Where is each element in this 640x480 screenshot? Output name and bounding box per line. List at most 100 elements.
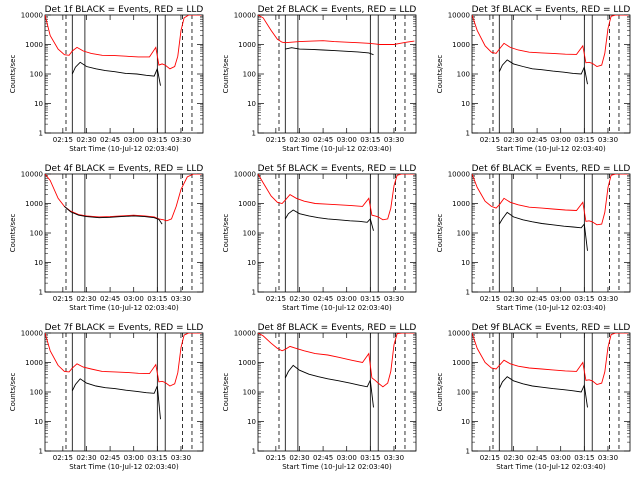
series-lld-red [472, 333, 629, 385]
panel-1: Det 1f BLACK = Events, RED = LLD 1 10 100 10… [9, 5, 203, 153]
y-tick-label: 10000 [21, 171, 43, 179]
series-events-black [498, 376, 588, 408]
y-tick-label: 10000 [21, 330, 43, 338]
series-group [472, 333, 629, 408]
y-tick-label: 10000 [234, 171, 256, 179]
panel-3: Det 3f BLACK = Events, RED = LLD 1 10 100 10… [436, 5, 630, 153]
x-tick-label: 03:00 [124, 454, 144, 462]
y-axis-label: Counts/sec [9, 55, 17, 94]
y-tick-label: 1000 [452, 200, 470, 208]
x-tick-label: 03:30 [171, 295, 191, 303]
x-axis-label: Start Time (10-Jul-12 02:03:40) [282, 304, 392, 312]
y-tick-label: 100 [457, 389, 470, 397]
y-tick-label: 1000 [238, 359, 256, 367]
y-tick-label: 1000 [238, 41, 256, 49]
x-tick-label: 02:30 [503, 136, 523, 144]
panel-2: Det 2f BLACK = Events, RED = LLD 1 10 100 10… [222, 5, 416, 153]
x-tick-label: 03:00 [337, 454, 357, 462]
series-events-black [498, 59, 588, 85]
y-axis-label: Counts/sec [222, 214, 230, 253]
x-axis-label: Start Time (10-Jul-12 02:03:40) [69, 304, 179, 312]
y-tick-label: 10 [247, 418, 256, 426]
plot-frame [471, 14, 631, 134]
series-lld-red [258, 15, 415, 45]
series-lld-red [45, 333, 202, 387]
x-tick-label: 03:30 [171, 136, 191, 144]
y-tick-label: 100 [243, 389, 256, 397]
series-lld-red [45, 174, 202, 222]
x-tick-label: 02:30 [289, 454, 309, 462]
x-tick-label: 03:15 [574, 136, 594, 144]
y-axis-label: Counts/sec [222, 55, 230, 94]
panel-6: Det 6f BLACK = Events, RED = LLD 1 10 100 10… [436, 164, 630, 312]
y-tick-label: 1000 [25, 359, 43, 367]
series-group [472, 174, 629, 251]
y-tick-label: 100 [457, 230, 470, 238]
x-tick-label: 02:30 [76, 454, 96, 462]
x-tick-label: 03:15 [147, 295, 167, 303]
x-tick-label: 03:30 [598, 454, 618, 462]
x-tick-label: 02:45 [313, 454, 333, 462]
x-tick-label: 03:30 [598, 136, 618, 144]
x-tick-label: 03:15 [574, 295, 594, 303]
x-tick-label: 03:30 [598, 295, 618, 303]
x-tick-label: 02:45 [100, 295, 120, 303]
panel-title: Det 3f BLACK = Events, RED = LLD [472, 5, 631, 15]
y-tick-label: 10 [461, 100, 470, 108]
x-tick-label: 02:45 [100, 454, 120, 462]
x-tick-label: 02:30 [503, 295, 523, 303]
x-tick-label: 03:30 [171, 454, 191, 462]
y-tick-label: 10 [34, 100, 43, 108]
x-tick-label: 02:15 [480, 295, 500, 303]
panel-title: Det 7f BLACK = Events, RED = LLD [45, 323, 204, 333]
series-events-black [284, 209, 374, 231]
series-lld-red [45, 15, 202, 70]
series-group [45, 333, 202, 420]
x-tick-label: 03:00 [124, 295, 144, 303]
y-tick-label: 10000 [448, 330, 470, 338]
y-tick-label: 10 [247, 259, 256, 267]
panel-9: Det 9f BLACK = Events, RED = LLD 1 10 100 10… [436, 323, 630, 471]
x-tick-label: 03:00 [337, 136, 357, 144]
series-events-black [71, 61, 161, 86]
series-group [45, 174, 202, 225]
y-tick-label: 100 [243, 71, 256, 79]
y-tick-label: 100 [243, 230, 256, 238]
series-lld-red [472, 15, 629, 67]
panel-title: Det 9f BLACK = Events, RED = LLD [472, 323, 631, 333]
series-lld-red [472, 174, 629, 226]
series-lld-red [258, 174, 415, 221]
x-tick-label: 02:30 [289, 136, 309, 144]
series-group [258, 333, 415, 408]
y-tick-label: 1 [466, 289, 470, 297]
x-axis-label: Start Time (10-Jul-12 02:03:40) [282, 463, 392, 471]
panel-title: Det 2f BLACK = Events, RED = LLD [258, 5, 417, 15]
y-tick-label: 10000 [234, 330, 256, 338]
series-group [472, 15, 629, 85]
x-axis-label: Start Time (10-Jul-12 02:03:40) [69, 463, 179, 471]
series-events-black [498, 211, 588, 251]
y-tick-label: 10 [461, 259, 470, 267]
y-axis-label: Counts/sec [222, 373, 230, 412]
series-lld-red [258, 333, 415, 388]
x-tick-label: 03:00 [551, 454, 571, 462]
y-tick-label: 1 [39, 289, 43, 297]
y-tick-label: 1 [466, 130, 470, 138]
series-group [258, 174, 415, 231]
x-tick-label: 02:15 [266, 136, 286, 144]
plot-frame [257, 173, 417, 293]
y-tick-label: 1000 [25, 200, 43, 208]
x-tick-label: 03:15 [574, 454, 594, 462]
x-tick-label: 02:45 [527, 136, 547, 144]
y-tick-label: 1000 [238, 200, 256, 208]
panel-5: Det 5f BLACK = Events, RED = LLD 1 10 100 10… [222, 164, 416, 312]
x-axis-label: Start Time (10-Jul-12 02:03:40) [496, 145, 606, 153]
x-tick-label: 03:30 [384, 295, 404, 303]
panel-title: Det 6f BLACK = Events, RED = LLD [472, 164, 631, 174]
panel-title: Det 4f BLACK = Events, RED = LLD [45, 164, 204, 174]
series-events-black [64, 206, 163, 225]
y-tick-label: 1 [252, 448, 256, 456]
panel-title: Det 1f BLACK = Events, RED = LLD [45, 5, 204, 15]
x-tick-label: 02:30 [289, 295, 309, 303]
